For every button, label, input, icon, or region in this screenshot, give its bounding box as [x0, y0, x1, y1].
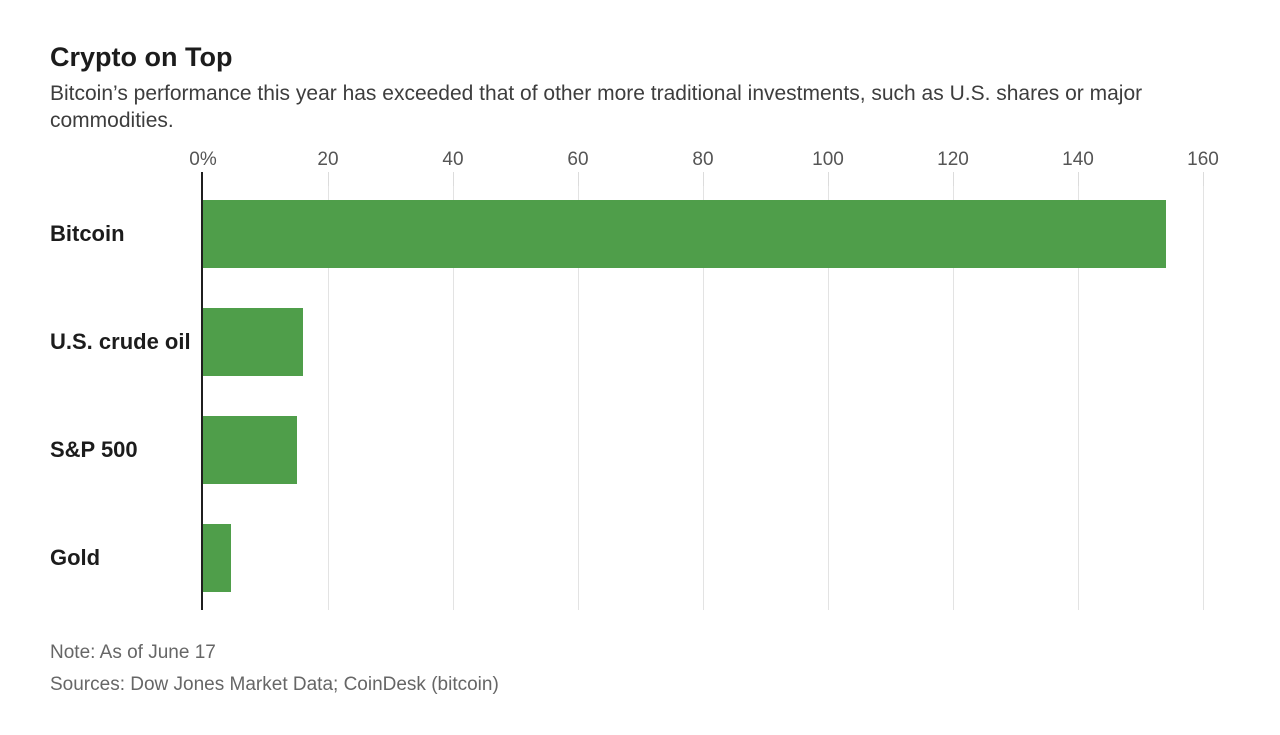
- gridline: [453, 186, 454, 610]
- x-tick-mark: [828, 172, 829, 186]
- gridline: [1203, 186, 1204, 610]
- x-tick-label: 20: [317, 149, 339, 170]
- gridline: [578, 186, 579, 610]
- chart-note: Note: As of June 17: [50, 642, 216, 663]
- bar-gold: [203, 524, 232, 592]
- category-label-bitcoin: Bitcoin: [50, 221, 125, 246]
- x-tick-mark: [1078, 172, 1079, 186]
- x-tick-mark: [703, 172, 704, 186]
- gridline: [703, 186, 704, 610]
- x-axis-tick-marks: [203, 150, 1204, 620]
- chart-sources: Sources: Dow Jones Market Data; CoinDesk…: [50, 674, 499, 695]
- x-tick-label: 140: [1062, 149, 1094, 170]
- x-tick-label: 100: [812, 149, 844, 170]
- gridline: [953, 186, 954, 610]
- x-tick-label: 60: [567, 149, 589, 170]
- category-label-u-s-crude-oil: U.S. crude oil: [50, 329, 191, 354]
- x-tick-mark: [953, 172, 954, 186]
- bar-chart: 0% 20 40 60 80 100 120 140 160: [189, 149, 1219, 620]
- bar-u-s-crude-oil: [203, 308, 303, 376]
- gridline: [828, 186, 829, 610]
- x-tick-mark: [453, 172, 454, 186]
- x-tick-label: 160: [1187, 149, 1219, 170]
- x-axis-tick-labels: 0% 20 40 60 80 100 120 140 160: [189, 149, 1219, 170]
- chart-subtitle: Bitcoin’s performance this year has exce…: [50, 82, 1143, 132]
- plot-area: [203, 186, 1204, 610]
- zero-axis-line: [201, 172, 203, 610]
- x-tick-label: 40: [442, 149, 464, 170]
- category-label-gold: Gold: [50, 545, 101, 570]
- category-label-s-p-500: S&P 500: [50, 437, 138, 462]
- gridline: [328, 186, 329, 610]
- x-tick-mark: [328, 172, 329, 186]
- bar-s-p-500: [203, 416, 297, 484]
- x-tick-mark: [1203, 172, 1204, 186]
- x-tick-mark: [578, 172, 579, 186]
- chart-title: Crypto on Top: [50, 42, 233, 72]
- x-tick-label: 80: [692, 149, 714, 170]
- gridline: [1078, 186, 1079, 610]
- bar-bitcoin: [203, 200, 1166, 268]
- x-tick-label: 0%: [189, 149, 217, 170]
- x-tick-label: 120: [937, 149, 969, 170]
